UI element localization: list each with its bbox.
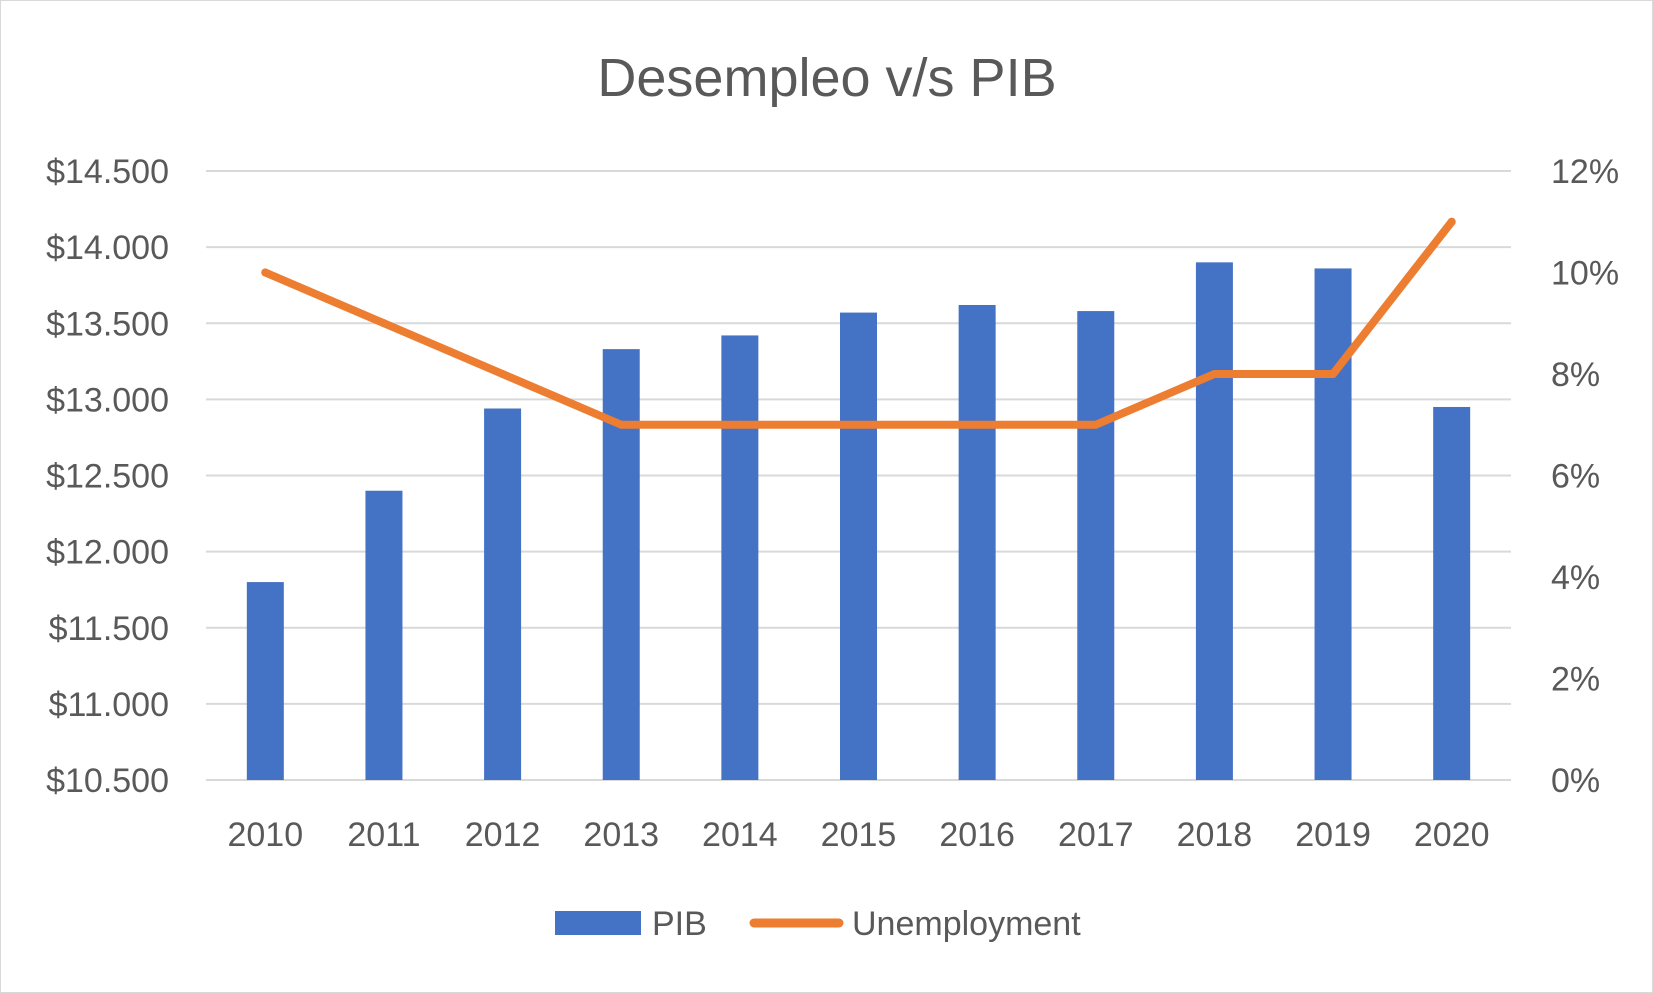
x-axis-tick-label: 2012 [465, 816, 541, 854]
pib-bars [246, 262, 1471, 781]
left-axis-tick-label: $13.000 [46, 381, 169, 419]
unemployment-point [617, 420, 626, 429]
left-axis-tick-label: $14.000 [46, 229, 169, 267]
x-axis-tick-label: 2018 [1177, 816, 1253, 854]
unemployment-point [735, 420, 744, 429]
legend-pib-swatch [555, 911, 641, 935]
left-axis-ticks: $10.500 $11.000 $11.500 $12.000 $12.500 $13.0… [46, 153, 169, 800]
right-axis-tick-label: 2% [1551, 661, 1600, 699]
pib-bar [840, 312, 877, 780]
unemployment-point [854, 420, 863, 429]
x-axis-ticks: 2010 2011 2012 2013 2014 2015 2016 2017 2018 2019… [227, 816, 1489, 854]
right-axis-tick-label: 6% [1551, 458, 1600, 496]
x-axis-tick-label: 2014 [702, 816, 778, 854]
pib-bar [246, 582, 284, 780]
left-axis-tick-label: $10.500 [46, 762, 169, 800]
x-axis-tick-label: 2015 [821, 816, 897, 854]
unemployment-point [1091, 420, 1100, 429]
pib-bar [721, 335, 759, 780]
x-axis-tick-label: 2016 [939, 816, 1015, 854]
x-axis-tick-label: 2019 [1295, 816, 1371, 854]
right-axis-tick-label: 0% [1551, 762, 1600, 800]
unemployment-point [1329, 370, 1338, 378]
right-axis-ticks: 0% 2% 4% 6% 8% 10% 12% [1551, 153, 1619, 800]
pib-bar [1077, 311, 1115, 780]
unemployment-point [1210, 370, 1219, 378]
pib-bar [484, 408, 522, 780]
unemployment-line-group [261, 217, 1456, 429]
pib-bar [365, 490, 403, 780]
unemployment-point [1447, 217, 1456, 226]
pib-bar [1314, 268, 1352, 780]
x-axis-tick-label: 2013 [583, 816, 659, 854]
legend: PIB Unemployment [555, 905, 1081, 943]
right-axis-tick-label: 8% [1551, 356, 1600, 394]
legend-unemployment-label: Unemployment [852, 905, 1081, 943]
x-axis-tick-label: 2020 [1414, 816, 1490, 854]
pib-bar [1195, 262, 1233, 781]
left-axis-tick-label: $12.500 [46, 458, 169, 496]
right-axis-tick-label: 12% [1551, 153, 1619, 191]
left-axis-tick-label: $11.500 [49, 610, 169, 648]
left-axis-tick-label: $13.500 [46, 305, 169, 343]
legend-pib-label: PIB [652, 905, 707, 943]
left-axis-tick-label: $14.500 [46, 153, 169, 191]
pib-bar [958, 304, 996, 780]
left-axis-tick-label: $11.000 [49, 686, 169, 724]
unemployment-point [379, 319, 388, 328]
x-axis-tick-label: 2017 [1058, 816, 1134, 854]
right-axis-tick-label: 4% [1551, 559, 1600, 597]
unemployment-point [973, 420, 982, 429]
x-axis-tick-label: 2011 [347, 816, 420, 854]
pib-bar [602, 349, 640, 780]
right-axis-tick-label: 10% [1551, 255, 1619, 293]
unemployment-point [261, 268, 270, 277]
chart-title: Desempleo v/s PIB [597, 48, 1056, 108]
unemployment-point [498, 370, 507, 378]
x-axis-tick-label: 2010 [227, 816, 303, 854]
pib-bar [1433, 406, 1471, 780]
left-axis-tick-label: $12.000 [46, 534, 169, 572]
